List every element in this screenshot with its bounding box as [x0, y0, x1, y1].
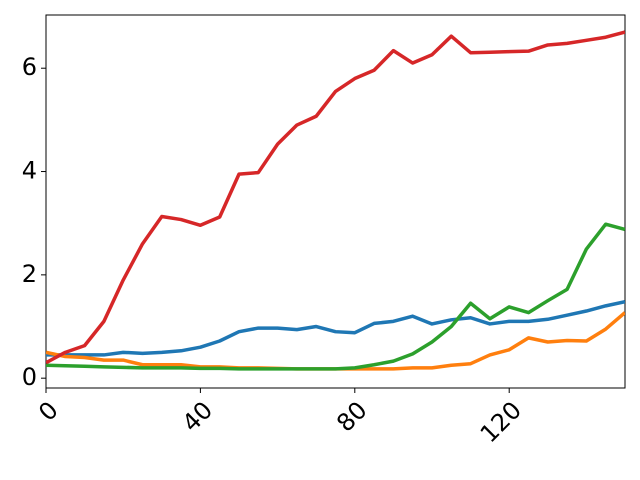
y-tick-label: 4	[22, 157, 37, 185]
x-tick-label: 0	[33, 396, 64, 427]
x-tick-label: 120	[475, 396, 527, 448]
x-tick-label: 80	[331, 396, 372, 437]
y-tick-label: 0	[22, 363, 37, 391]
y-tick-label: 6	[22, 53, 37, 81]
plot-frame	[45, 14, 626, 389]
x-tick-label: 40	[177, 396, 218, 437]
series-line	[46, 222, 625, 371]
series-line	[46, 300, 625, 357]
y-tick-label: 2	[22, 260, 37, 288]
series-line	[46, 30, 625, 365]
